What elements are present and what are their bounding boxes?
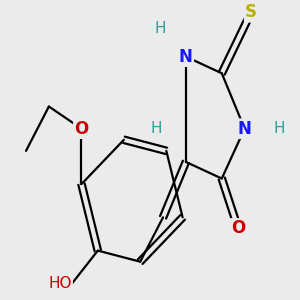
Text: H: H: [154, 21, 166, 36]
Text: O: O: [74, 120, 88, 138]
Text: H: H: [151, 121, 162, 136]
Text: HO: HO: [48, 276, 72, 291]
Text: S: S: [245, 3, 257, 21]
Text: H: H: [274, 121, 286, 136]
Text: N: N: [179, 48, 193, 66]
Text: O: O: [231, 219, 245, 237]
Text: N: N: [238, 120, 251, 138]
